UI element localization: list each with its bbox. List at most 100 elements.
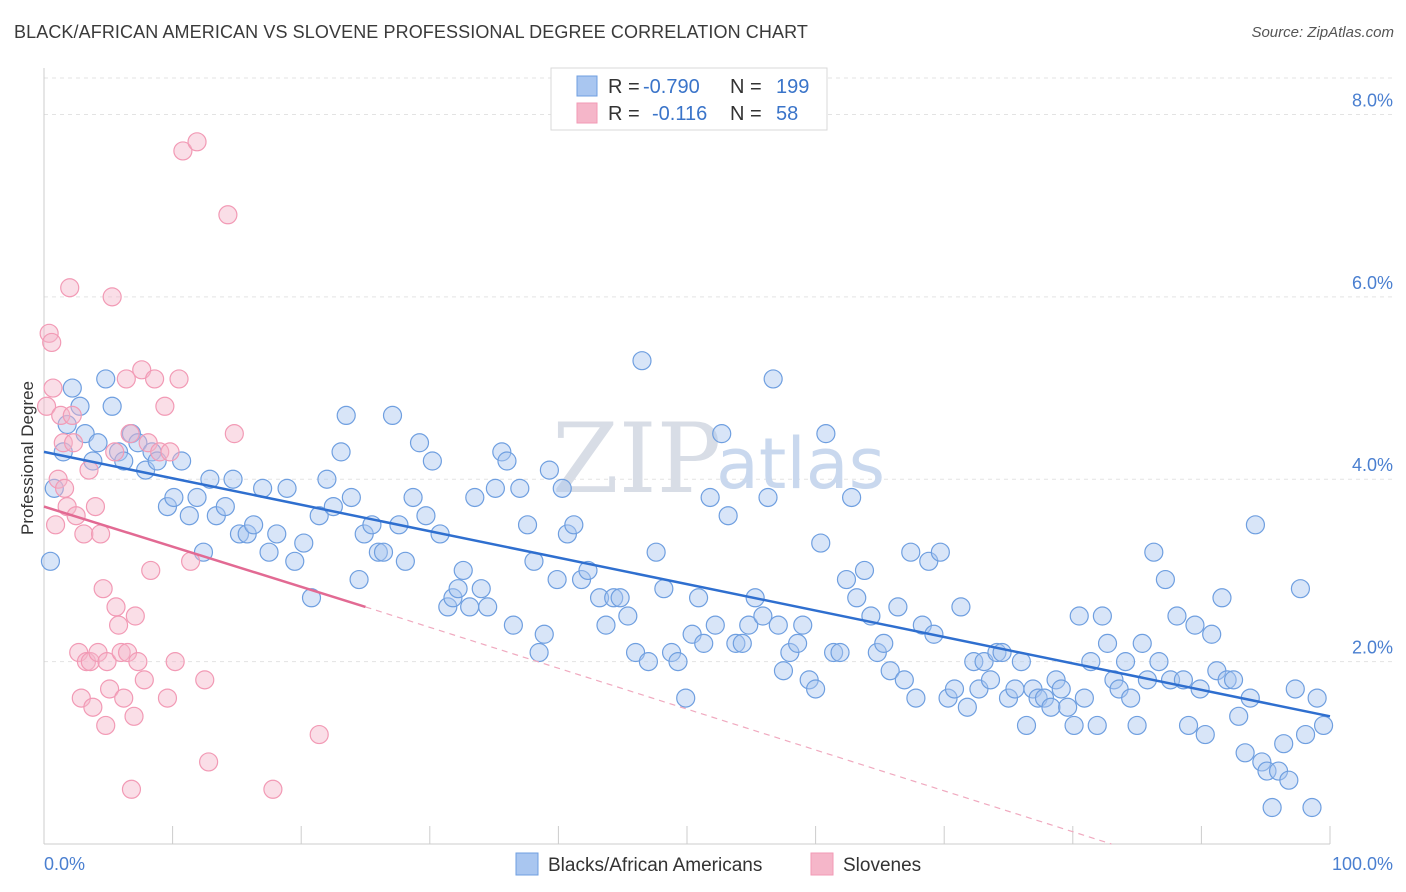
blacks-point-64 xyxy=(478,597,498,617)
blacks-point-47 xyxy=(368,542,388,562)
legend-r-value-2: -0.116 xyxy=(652,103,707,125)
blacks-point-9 xyxy=(96,369,116,389)
blacks-point-0 xyxy=(40,551,61,571)
blacks-point-106 xyxy=(758,487,778,508)
blacks-point-139 xyxy=(964,652,984,672)
blacks-point-179 xyxy=(1195,724,1215,745)
blacks-point-57 xyxy=(438,597,458,617)
blacks-point-74 xyxy=(539,460,559,480)
slovenes-point-42 xyxy=(134,670,154,690)
slovenes-point-46 xyxy=(150,442,170,462)
slovenes-point-40 xyxy=(128,652,148,672)
blacks-point-72 xyxy=(529,642,549,663)
blacks-point-63 xyxy=(471,579,491,599)
blacks-point-108 xyxy=(768,615,788,635)
blacks-point-185 xyxy=(1229,706,1249,726)
y-tick-label-6: 6.0% xyxy=(1352,273,1393,293)
blacks-point-70 xyxy=(517,515,538,535)
chart-title: BLACK/AFRICAN AMERICAN VS SLOVENE PROFES… xyxy=(14,22,808,42)
blacks-point-114 xyxy=(805,679,826,699)
blacks-point-10 xyxy=(102,396,122,416)
bottom-legend: Blacks/African Americans Slovenes xyxy=(515,852,921,876)
blacks-point-130 xyxy=(906,688,926,708)
slovenes-point-52 xyxy=(173,141,193,161)
blacks-point-158 xyxy=(1074,688,1094,708)
blacks-point-196 xyxy=(1290,579,1311,599)
blacks-point-154 xyxy=(1051,679,1071,699)
blacks-point-117 xyxy=(824,642,844,663)
blacks-point-109 xyxy=(773,661,794,681)
blacks-point-165 xyxy=(1115,652,1136,672)
bottom-legend-swatch-blacks xyxy=(515,852,539,876)
slovenes-point-57 xyxy=(218,205,238,225)
blacks-point-129 xyxy=(901,542,921,562)
blacks-point-33 xyxy=(267,524,287,544)
blacks-point-186 xyxy=(1235,743,1255,763)
blacks-point-32 xyxy=(259,542,279,562)
blacks-point-148 xyxy=(1016,715,1037,736)
blacks-point-90 xyxy=(654,579,674,599)
blacks-point-160 xyxy=(1087,715,1107,736)
blacks-point-199 xyxy=(1307,688,1327,708)
blacks-point-4 xyxy=(62,378,82,398)
blacks-point-88 xyxy=(638,652,659,672)
slovenes-point-48 xyxy=(157,688,178,708)
watermark-atlas: atlas xyxy=(716,423,885,505)
slovenes-point-32 xyxy=(111,642,131,663)
blacks-point-93 xyxy=(676,688,696,708)
blacks-point-52 xyxy=(403,487,423,508)
blacks-point-60 xyxy=(453,560,473,581)
blacks-point-122 xyxy=(854,560,875,581)
blacks-point-22 xyxy=(187,487,207,508)
blacks-point-84 xyxy=(610,588,630,608)
blacks-point-166 xyxy=(1121,688,1141,708)
blacks-point-95 xyxy=(688,588,709,608)
slovenes-point-28 xyxy=(102,287,122,307)
y-axis-label: Professional Degree xyxy=(18,381,37,535)
blacks-point-28 xyxy=(229,524,250,544)
y-tick-label-8: 8.0% xyxy=(1352,90,1393,110)
slovenes-point-36 xyxy=(120,424,140,444)
blacks-point-176 xyxy=(1178,715,1199,736)
blacks-point-30 xyxy=(244,515,264,535)
blacks-point-161 xyxy=(1092,606,1112,626)
blacks-point-126 xyxy=(880,661,900,681)
blacks-point-153 xyxy=(1046,670,1066,690)
blacks-point-155 xyxy=(1058,697,1078,717)
slovenes-point-60 xyxy=(309,724,329,745)
y-tick-label-2: 2.0% xyxy=(1352,638,1393,658)
legend-r-value-1: -0.790 xyxy=(643,76,700,98)
blacks-point-101 xyxy=(726,633,746,653)
slovenes-point-26 xyxy=(97,652,117,672)
trend-line-slovenes xyxy=(43,505,366,609)
legend-swatch-blacks xyxy=(576,75,598,97)
legend-n-value-1: 199 xyxy=(776,76,809,98)
blacks-point-96 xyxy=(694,633,714,653)
blacks-point-27 xyxy=(223,469,243,489)
blacks-point-68 xyxy=(503,615,523,635)
blacks-point-142 xyxy=(980,670,1001,690)
legend-r-label-1: R = xyxy=(608,76,640,98)
slovenes-point-3 xyxy=(43,378,63,398)
legend-n-value-2: 58 xyxy=(776,103,798,125)
blacks-point-168 xyxy=(1132,633,1152,653)
blacks-point-146 xyxy=(1005,679,1025,699)
blacks-point-100 xyxy=(718,506,738,526)
legend-n-label-2: N = xyxy=(730,103,762,125)
slovenes-point-8 xyxy=(54,478,75,498)
blacks-point-97 xyxy=(700,487,720,508)
slovenes-point-18 xyxy=(79,460,99,480)
blacks-point-87 xyxy=(632,351,652,371)
bottom-legend-label-blacks: Blacks/African Americans xyxy=(548,855,762,876)
blacks-point-197 xyxy=(1295,724,1316,745)
blacks-point-34 xyxy=(277,478,297,498)
slovenes-point-34 xyxy=(116,369,136,389)
blacks-point-44 xyxy=(349,569,369,590)
slovenes-point-38 xyxy=(124,706,144,726)
blacks-point-54 xyxy=(416,506,436,526)
slovenes-point-6 xyxy=(51,405,71,426)
blacks-point-183 xyxy=(1217,670,1237,690)
trend-lines xyxy=(43,450,1331,845)
blacks-point-144 xyxy=(992,642,1012,663)
slovenes-point-47 xyxy=(155,396,175,416)
